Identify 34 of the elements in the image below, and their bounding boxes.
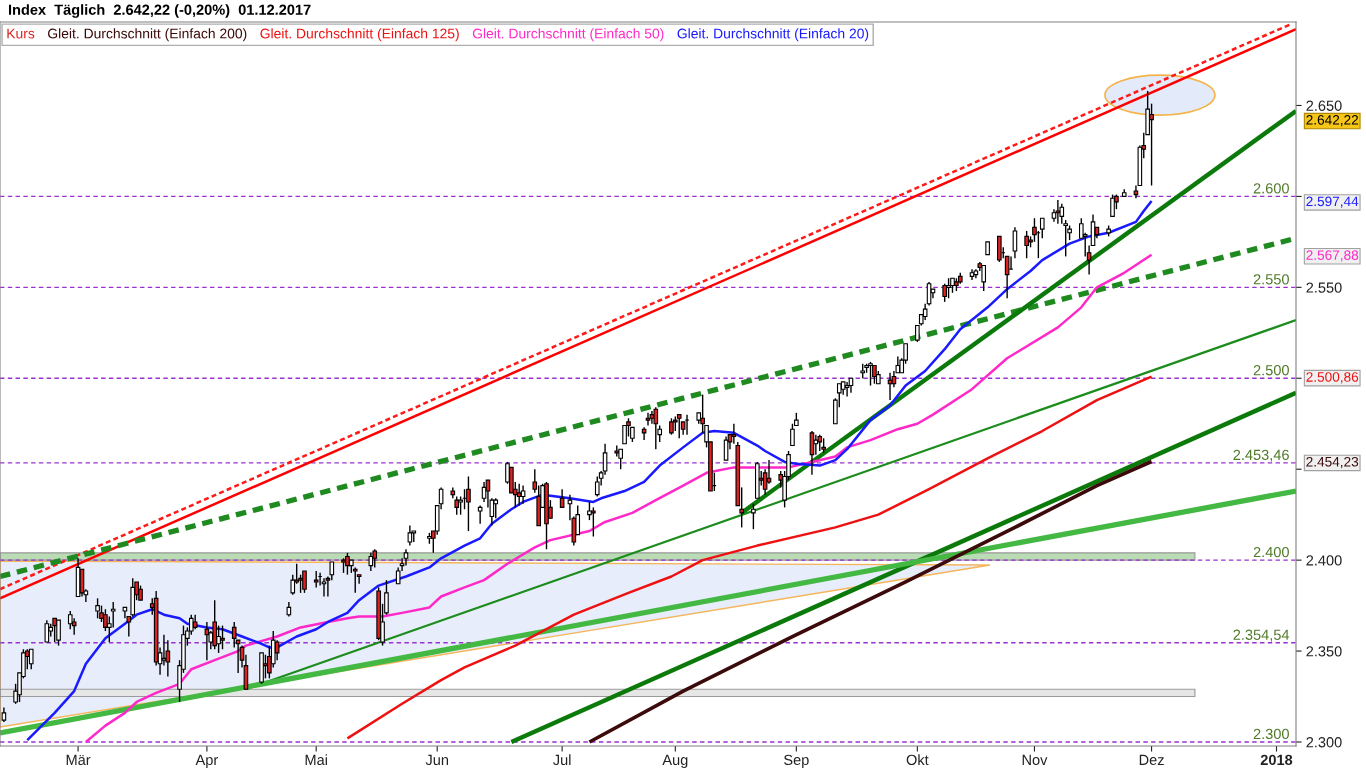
x-tick-label: Okt — [906, 754, 929, 766]
y-tick-label: 2.567,88 — [1306, 250, 1359, 262]
chart-title: Index Täglich 2.642,22 (-0,20%) 01.12.2017 — [8, 4, 311, 18]
text: Gleit. Durchschnitt (Einfach 20) — [677, 28, 869, 42]
y-tick-label: 2.597,44 — [1306, 196, 1359, 208]
ref-line-label: 2.453,46 — [1233, 449, 1289, 462]
y-tick-label: 2.350 — [1306, 646, 1342, 657]
y-tick-label: 2.642,22 — [1306, 115, 1359, 127]
x-tick-label: Mär — [66, 754, 91, 766]
x-tick-label: Dez — [1139, 754, 1164, 766]
ref-line-label: 2.500 — [1253, 365, 1289, 376]
x-tick-label: Mai — [305, 754, 327, 766]
text: Gleit. Durchschnitt (Einfach 200) — [48, 28, 247, 42]
text: Gleit. Durchschnitt (Einfach 50) — [472, 28, 664, 42]
x-tick-label: Sep — [784, 754, 809, 768]
x-tick-label: 2018 — [1260, 754, 1293, 766]
ref-line-label: 2.400 — [1253, 546, 1289, 558]
ref-line-label: 2.550 — [1253, 274, 1289, 285]
text: Kurs — [7, 28, 35, 39]
y-tick-label: 2.650 — [1306, 100, 1342, 111]
y-tick-label: 2.300 — [1306, 737, 1342, 748]
text: Gleit. Durchschnitt (Einfach 125) — [260, 28, 459, 42]
x-tick-label: Apr — [195, 754, 218, 768]
ref-line-label: 2.354,54 — [1233, 629, 1290, 642]
ref-line-label: 2.300 — [1253, 728, 1289, 740]
x-tick-label: Jul — [553, 754, 571, 766]
x-tick-label: Nov — [1022, 754, 1048, 766]
ref-line-label: 2.600 — [1253, 183, 1289, 194]
y-tick-label: 2.500,86 — [1306, 372, 1359, 384]
x-tick-label: Jun — [425, 754, 449, 766]
y-tick-label: 2.400 — [1306, 555, 1342, 566]
y-tick-label: 2.454,23 — [1306, 456, 1359, 469]
x-tick-label: Aug — [662, 754, 688, 768]
y-tick-label: 2.550 — [1306, 282, 1342, 293]
